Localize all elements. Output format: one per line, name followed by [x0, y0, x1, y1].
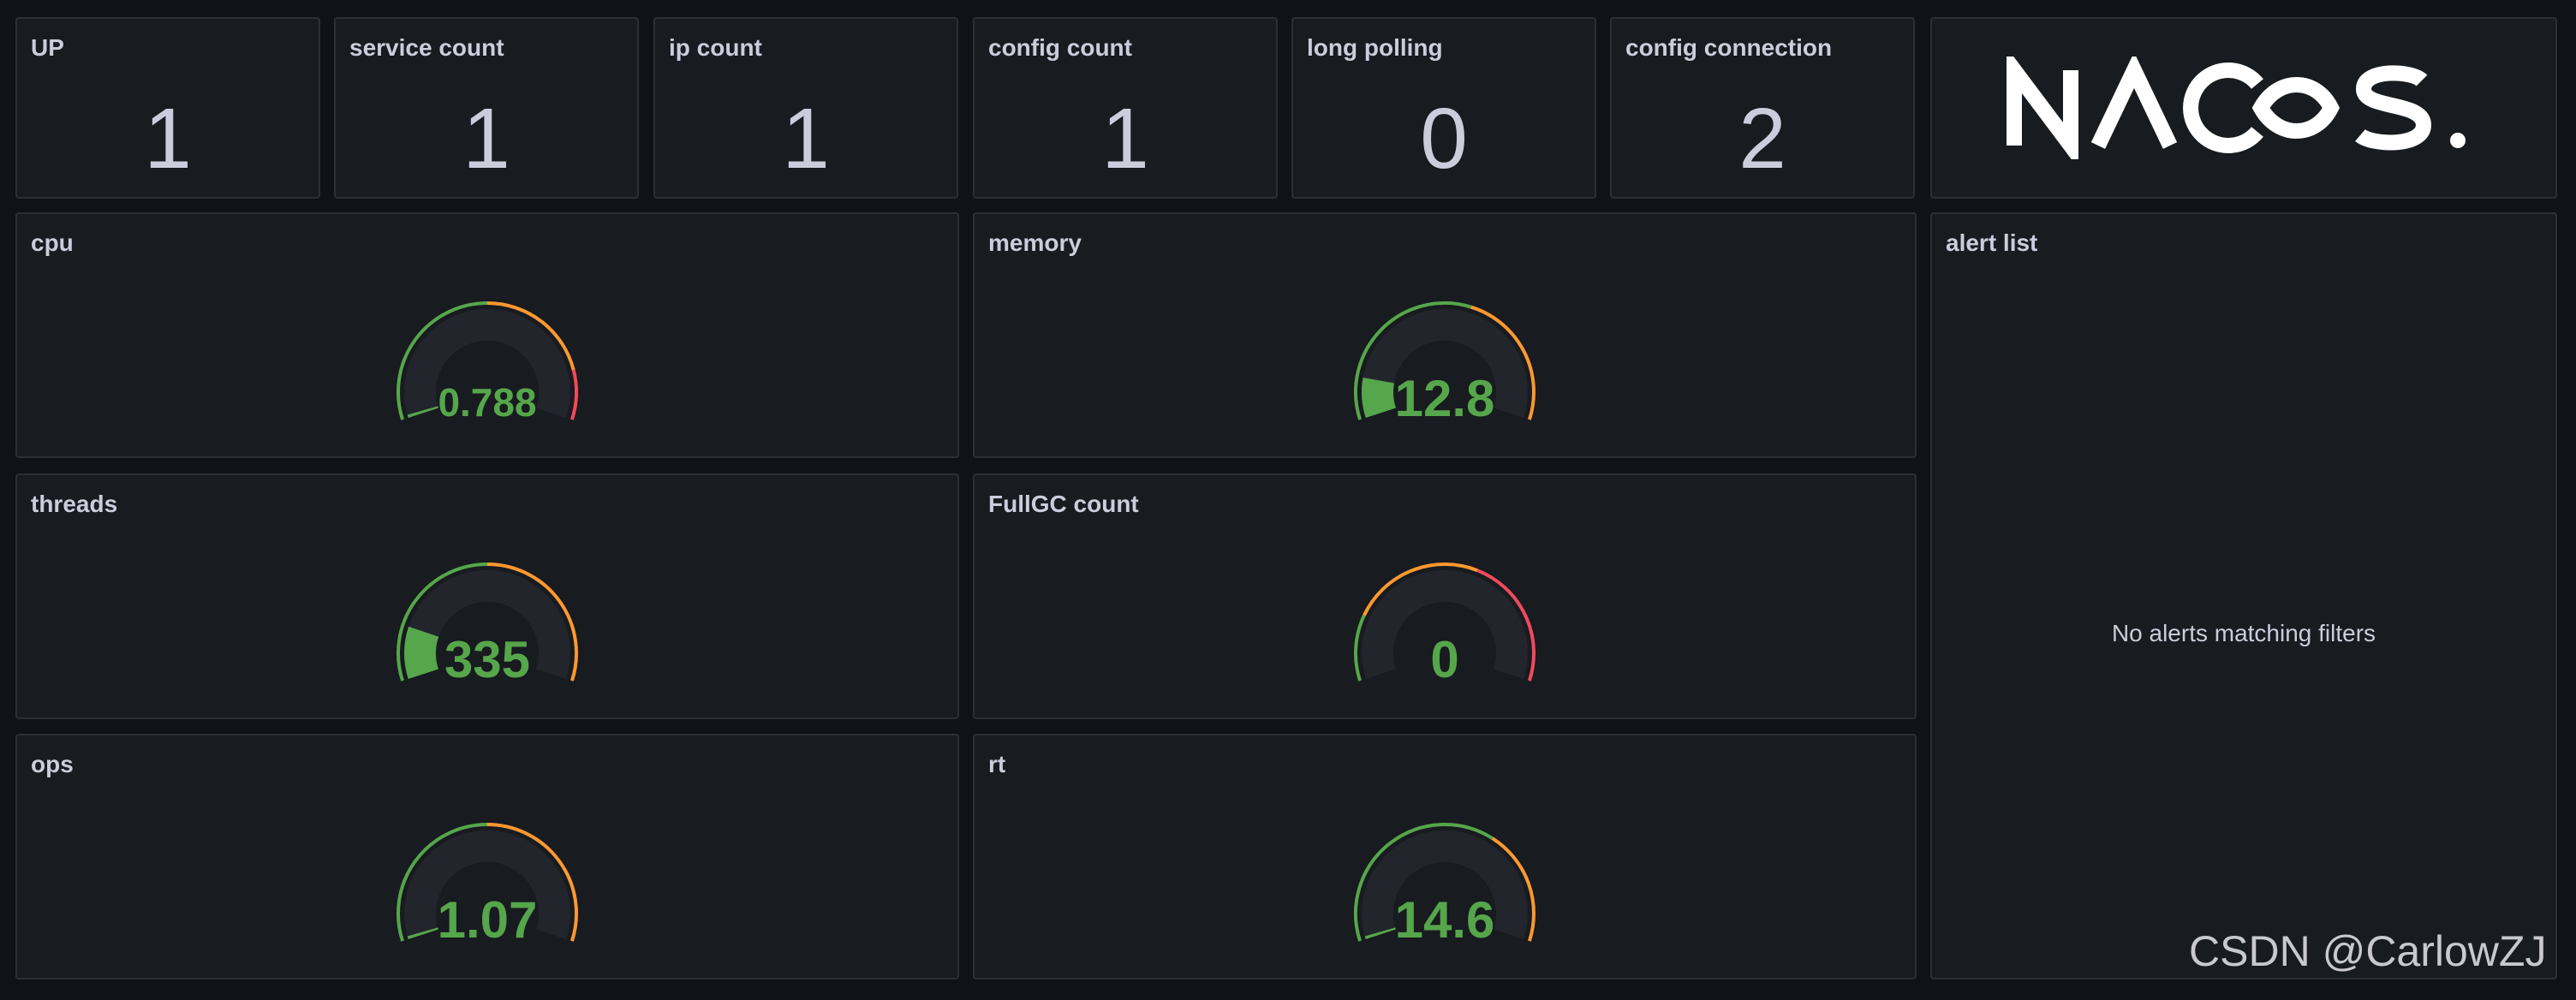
gauge-threshold-arc — [1470, 305, 1536, 420]
gauge-value-text: 1.07 — [438, 891, 538, 949]
gauge-track — [1362, 569, 1528, 679]
stat-value: 1 — [782, 91, 830, 187]
stat-value: 2 — [1738, 91, 1786, 187]
gauge-panel-threads[interactable]: threads 335 — [15, 473, 959, 719]
gauge-threshold-arc — [397, 562, 488, 682]
gauge-svg: 335 — [397, 562, 578, 688]
panel-title: threads — [31, 491, 118, 517]
gauge-svg: 12.8 — [1354, 301, 1536, 427]
gauge-threads: 335 — [376, 544, 599, 715]
gauge-value-band — [407, 927, 438, 939]
gauge-rt: 14.6 — [1333, 804, 1556, 975]
gauge-threshold-arc — [1491, 836, 1535, 942]
logo-panel — [1930, 17, 2557, 199]
panel-title: FullGC count — [988, 491, 1139, 517]
gauge-value-band — [1364, 927, 1396, 939]
panel-title: ops — [31, 751, 74, 777]
gauge-threshold-arc — [486, 562, 578, 682]
gauge-threshold-arc — [397, 823, 488, 942]
stat-panel-ip-count[interactable]: ip count 1 — [653, 17, 958, 199]
panel-title: cpu — [31, 229, 74, 256]
panel-title: rt — [988, 751, 1006, 777]
gauge-threshold-arc — [486, 301, 575, 371]
gauge-panel-cpu[interactable]: cpu 0.788 — [15, 212, 959, 458]
gauge-threshold-arc — [1354, 614, 1366, 682]
panel-title: UP — [31, 34, 64, 61]
watermark: CSDN @CarlowZJ — [2189, 927, 2547, 975]
gauge-svg: 0 — [1354, 562, 1535, 688]
gauge-threshold-arc — [1476, 568, 1535, 682]
panel-title: config count — [988, 34, 1132, 61]
gauge-svg: 14.6 — [1354, 822, 1535, 949]
gauge-value-text: 14.6 — [1395, 891, 1495, 949]
panel-title: memory — [988, 229, 1082, 256]
gauge-memory: 12.8 — [1333, 283, 1556, 454]
gauge-value-text: 335 — [444, 631, 530, 688]
gauge-track — [1362, 308, 1528, 418]
panel-title: long polling — [1307, 34, 1443, 61]
gauge-value-band — [404, 626, 439, 679]
gauge-cpu: 0.788 — [376, 283, 599, 454]
stat-panel-config-count[interactable]: config count 1 — [973, 17, 1278, 199]
gauge-value-band — [407, 406, 438, 418]
gauge-threshold-arc — [486, 823, 578, 942]
gauge-panel-ops[interactable]: ops 1.07 — [15, 734, 959, 979]
gauge-fullgc-count: 0 — [1333, 544, 1556, 715]
stat-value: 1 — [462, 91, 510, 187]
gauge-threshold-arc — [570, 369, 578, 420]
gauge-threshold-arc — [397, 301, 488, 420]
gauge-svg: 1.07 — [397, 823, 578, 949]
gauge-panel-fullgc-count[interactable]: FullGC count 0 — [973, 473, 1917, 719]
gauge-ops: 1.07 — [376, 804, 599, 975]
gauge-panel-rt[interactable]: rt 14.6 — [973, 734, 1917, 979]
stat-value: 0 — [1420, 91, 1468, 187]
gauge-panel-memory[interactable]: memory 12.8 — [973, 212, 1917, 458]
gauge-track — [404, 569, 570, 679]
panel-title: ip count — [669, 34, 762, 61]
gauge-track — [1362, 830, 1528, 939]
gauge-value-text: 12.8 — [1395, 370, 1495, 427]
gauge-threshold-arc — [1354, 301, 1472, 420]
alert-list-panel[interactable]: alert list No alerts matching filters — [1930, 212, 2557, 979]
gauge-threshold-arc — [1354, 822, 1494, 942]
stat-value: 1 — [144, 91, 192, 187]
panel-title: service count — [349, 34, 504, 61]
stat-panel-config-connection[interactable]: config connection 2 — [1610, 17, 1915, 199]
gauge-track — [404, 830, 570, 939]
empty-alerts-message: No alerts matching filters — [2111, 620, 2376, 646]
gauge-value-band — [1362, 378, 1396, 418]
gauge-threshold-arc — [1363, 562, 1479, 616]
panel-title: alert list — [1946, 229, 2038, 256]
stat-value: 1 — [1101, 91, 1149, 187]
gauge-svg: 0.788 — [397, 301, 578, 425]
nacos-logo — [1932, 19, 2555, 197]
gauge-value-text: 0.788 — [438, 380, 536, 425]
stat-panel-up[interactable]: UP 1 — [15, 17, 320, 199]
nacos-logo-icon — [2007, 57, 2466, 159]
stat-panel-long-polling[interactable]: long polling 0 — [1291, 17, 1596, 199]
stat-panel-service-count[interactable]: service count 1 — [334, 17, 639, 199]
gauge-track — [404, 308, 570, 418]
panel-title: config connection — [1625, 34, 1833, 61]
gauge-value-text: 0 — [1430, 631, 1458, 688]
